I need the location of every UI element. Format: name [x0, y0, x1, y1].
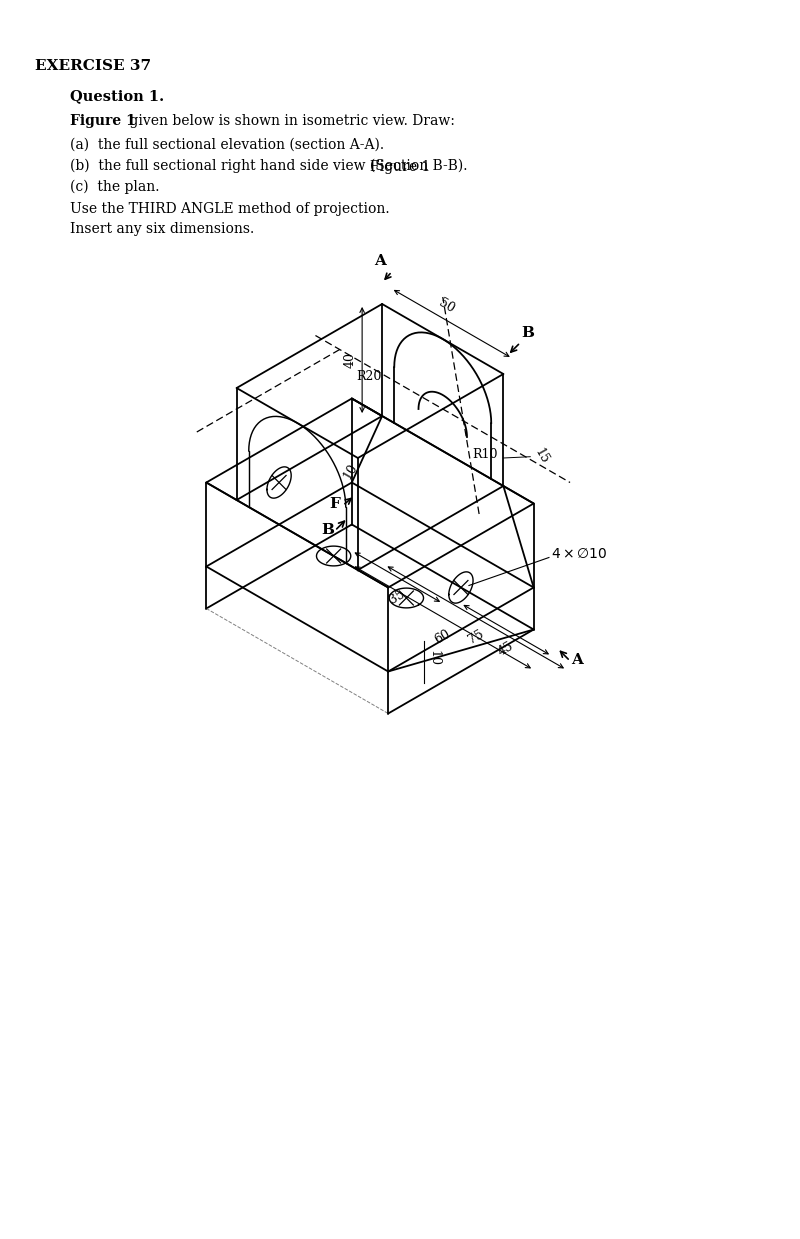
Text: Question 1.: Question 1. — [70, 89, 164, 103]
Text: 45: 45 — [496, 639, 516, 659]
Text: Figure 1: Figure 1 — [70, 114, 136, 128]
Text: (b)  the full sectional right hand side view (Section B-B).: (b) the full sectional right hand side v… — [70, 159, 467, 173]
Text: 10: 10 — [427, 649, 441, 665]
Text: Insert any six dimensions.: Insert any six dimensions. — [70, 222, 254, 235]
Text: A: A — [571, 653, 583, 667]
Text: EXERCISE 37: EXERCISE 37 — [35, 59, 151, 73]
Text: R20: R20 — [356, 369, 382, 383]
Text: 10: 10 — [341, 461, 360, 482]
Text: A: A — [374, 254, 386, 268]
Text: (a)  the full sectional elevation (section A-A).: (a) the full sectional elevation (sectio… — [70, 138, 384, 151]
Text: B: B — [521, 326, 534, 341]
Text: B: B — [321, 523, 334, 536]
Text: Use the THIRD ANGLE method of projection.: Use the THIRD ANGLE method of projection… — [70, 202, 390, 216]
Text: 35: 35 — [387, 587, 407, 606]
Text: $4\times\varnothing10$: $4\times\varnothing10$ — [551, 548, 607, 561]
Text: 40: 40 — [344, 352, 357, 368]
Text: R10: R10 — [472, 447, 498, 461]
Text: given below is shown in isometric view. Draw:: given below is shown in isometric view. … — [125, 114, 455, 128]
Text: Figure 1: Figure 1 — [370, 160, 430, 175]
Text: 50: 50 — [437, 296, 457, 316]
Text: 75: 75 — [466, 627, 486, 647]
Text: 60: 60 — [433, 627, 453, 647]
Text: F: F — [330, 498, 340, 512]
Text: (c)  the plan.: (c) the plan. — [70, 180, 159, 195]
Text: 15: 15 — [531, 446, 550, 466]
